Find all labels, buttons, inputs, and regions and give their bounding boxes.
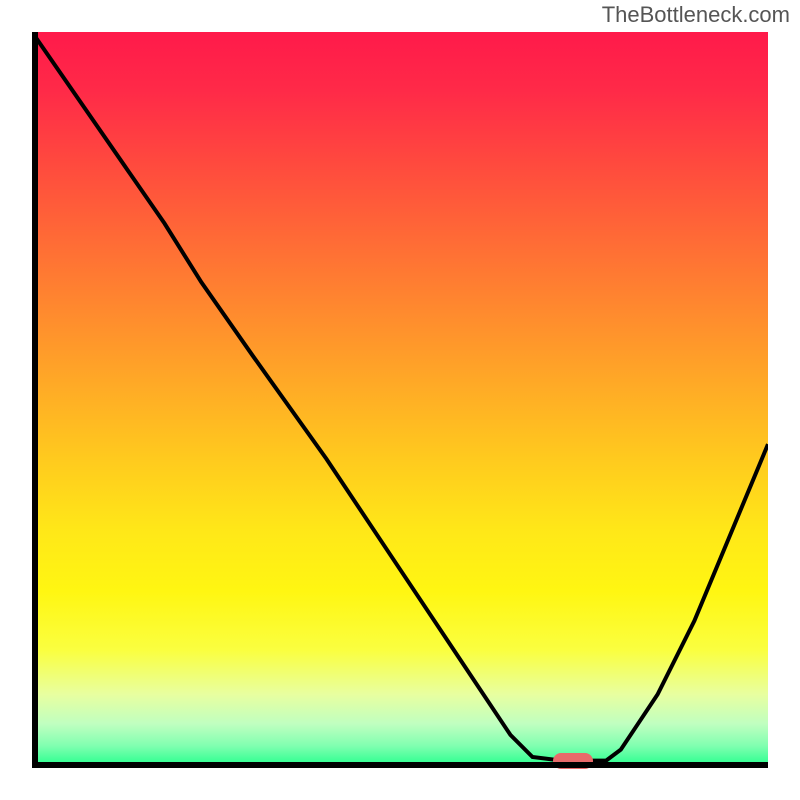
chart-container: TheBottleneck.com xyxy=(0,0,800,800)
x-axis xyxy=(32,762,768,768)
plot-area xyxy=(32,32,768,768)
y-axis xyxy=(32,32,38,768)
watermark-text: TheBottleneck.com xyxy=(602,2,790,28)
curve-line xyxy=(32,32,768,768)
